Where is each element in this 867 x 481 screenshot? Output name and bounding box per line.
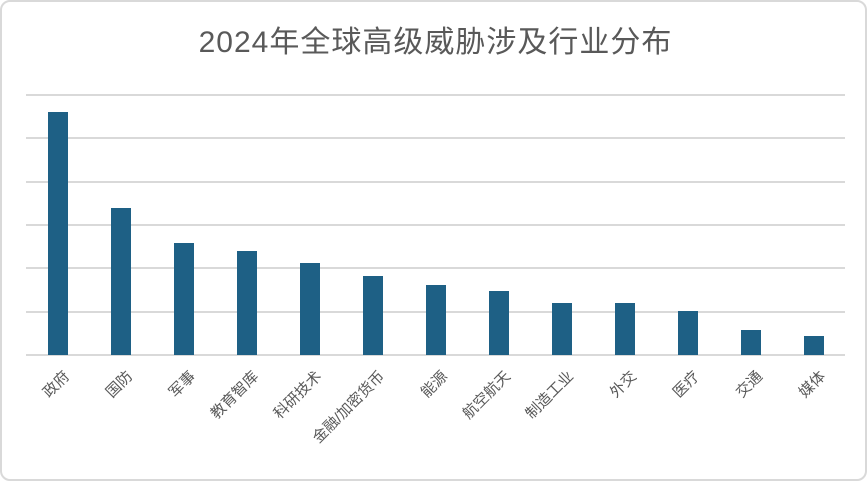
bar-医疗: [677, 311, 698, 355]
x-axis-label: 医疗: [670, 368, 704, 402]
bar-国防: [110, 208, 131, 355]
x-axis-label: 军事: [166, 368, 200, 402]
x-axis-label: 航空航天: [460, 368, 515, 423]
bar-政府: [47, 112, 68, 355]
bar-外交: [614, 303, 635, 355]
plot-area: [26, 94, 845, 356]
gridline: [26, 180, 845, 183]
chart-title: 2024年全球高级威胁涉及行业分布: [198, 26, 673, 59]
bar-金融/加密货币: [362, 276, 383, 355]
x-axis-label: 能源: [418, 368, 452, 402]
x-axis-label: 科研技术: [271, 368, 326, 423]
bar-交通: [740, 330, 761, 355]
bar-军事: [173, 243, 194, 355]
bar-航空航天: [488, 291, 509, 355]
x-axis-label: 教育智库: [208, 368, 263, 423]
gridline: [26, 224, 845, 226]
x-axis-label: 交通: [733, 368, 767, 402]
x-axis-line: [26, 354, 845, 356]
bar-科研技术: [299, 263, 320, 355]
gridline: [26, 137, 845, 140]
x-axis-label: 媒体: [796, 368, 830, 402]
bar-教育智库: [236, 251, 257, 355]
bar-能源: [425, 285, 446, 355]
gridline: [26, 94, 845, 96]
x-axis-label: 政府: [40, 368, 74, 402]
x-axis-label: 国防: [103, 368, 137, 402]
bar-制造工业: [551, 303, 572, 355]
bar-媒体: [803, 336, 824, 355]
gridline: [26, 267, 845, 270]
x-axis-label: 制造工业: [523, 368, 578, 423]
x-axis-label: 外交: [607, 368, 641, 402]
